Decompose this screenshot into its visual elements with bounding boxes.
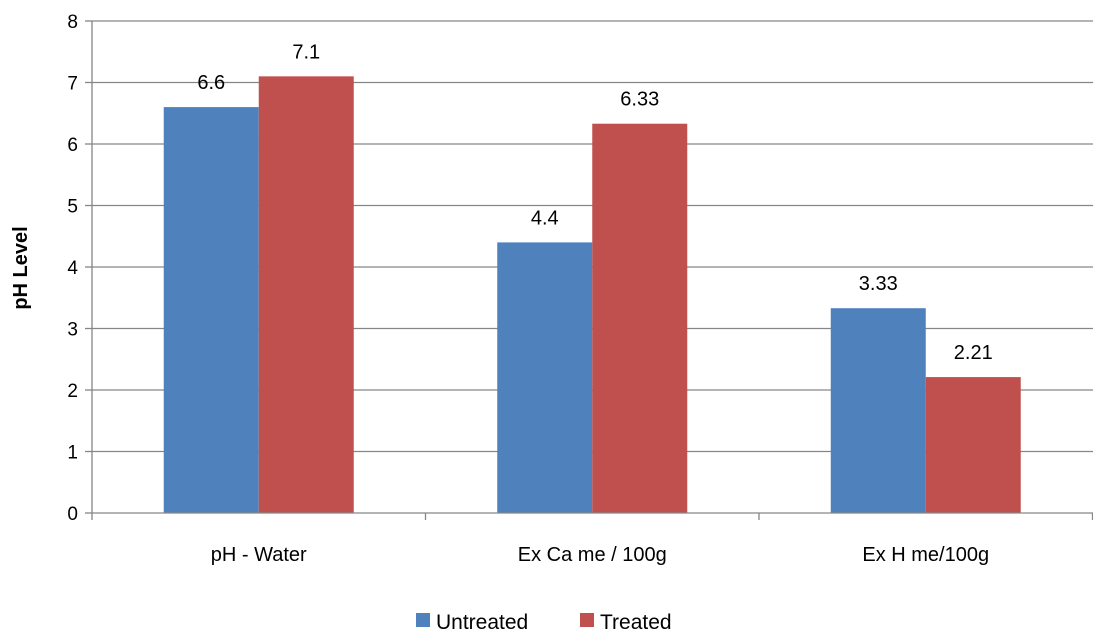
legend-swatch-treated [580, 613, 594, 627]
bar-untreated-2 [830, 308, 926, 513]
axes [85, 20, 1093, 520]
y-axis-title: pH Level [10, 226, 32, 309]
bar-treated-2 [925, 377, 1021, 513]
data-label: 3.33 [859, 273, 898, 295]
y-tick-label: 4 [67, 258, 78, 279]
bar-untreated-0 [163, 107, 259, 513]
y-tick-label: 7 [67, 74, 78, 95]
labels: 0 1 2 3 4 5 6 7 8 6.6 7.1 pH - Water 4.4 6.33 Ex Ca me… [67, 12, 992, 566]
bars [163, 76, 1021, 513]
legend: Untreated Treated [416, 611, 672, 634]
x-category-label: Ex H me/100g [862, 544, 989, 566]
data-label: 6.33 [620, 89, 659, 111]
y-tick-label: 1 [67, 443, 78, 464]
bar-untreated-1 [497, 242, 593, 513]
y-tick-label: 2 [67, 381, 78, 402]
data-label: 6.6 [197, 72, 225, 94]
y-tick-label: 3 [67, 320, 78, 341]
x-category-label: pH - Water [211, 544, 307, 566]
y-tick-label: 5 [67, 197, 78, 218]
data-label: 2.21 [954, 342, 993, 364]
y-tick-label: 8 [67, 12, 78, 33]
x-category-label: Ex Ca me / 100g [518, 544, 667, 566]
legend-label-untreated: Untreated [436, 611, 528, 634]
legend-swatch-untreated [416, 613, 430, 627]
data-label: 7.1 [292, 41, 320, 63]
data-label: 4.4 [531, 207, 559, 229]
y-tick-label: 0 [67, 504, 78, 525]
legend-label-treated: Treated [600, 611, 672, 634]
bar-treated-1 [592, 123, 688, 513]
bar-treated-0 [258, 76, 354, 513]
y-tick-label: 6 [67, 135, 78, 156]
